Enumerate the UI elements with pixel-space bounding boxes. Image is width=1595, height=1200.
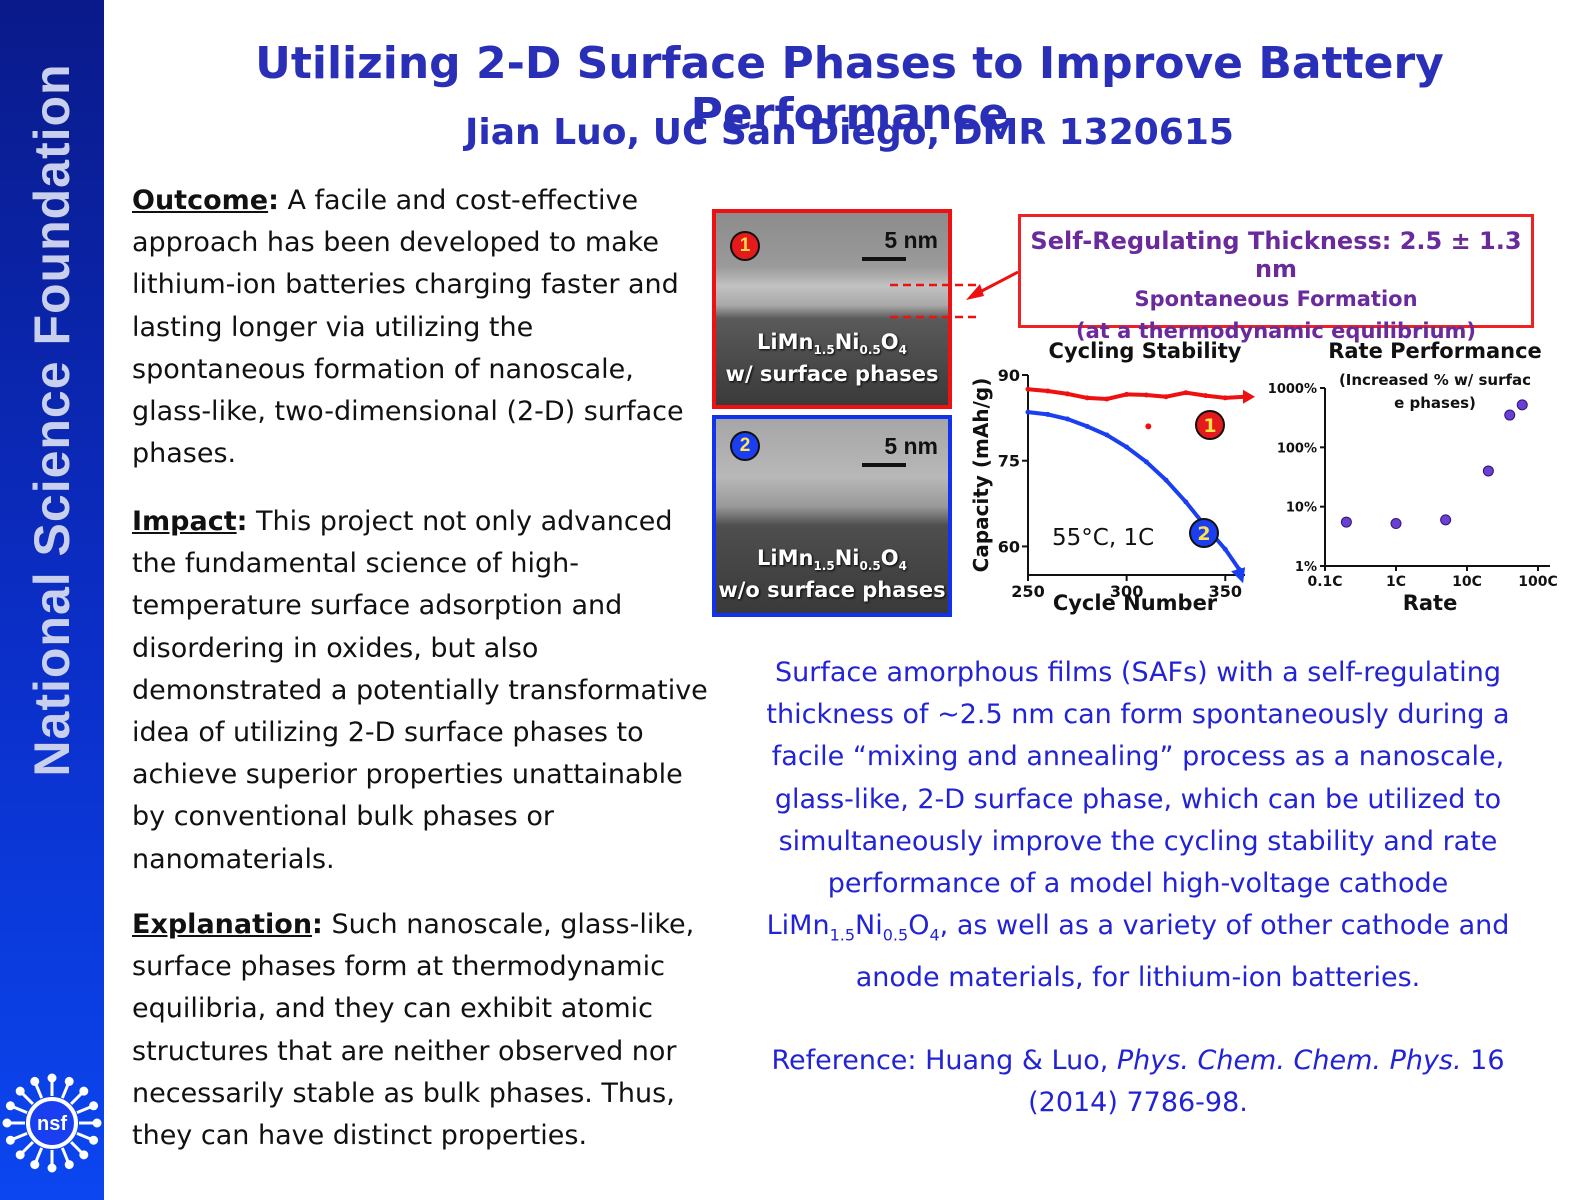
impact-paragraph: Impact: This project not only advanced t… [132,506,708,875]
page-title: Utilizing 2-D Surface Phases to Improve … [255,38,1444,140]
chart2-x-tick-label: 0.1C [1307,574,1342,590]
chart1-x-tick-label: 250 [1011,582,1044,601]
thickness-callout: Self-Regulating Thickness: 2.5 ± 1.3 nm … [1018,214,1534,343]
callout-title: Self-Regulating Thickness: 2.5 ± 1.3 nm [1030,227,1522,283]
chart1-series-1-line [1027,387,1246,402]
scale-label: 5 nm [884,433,938,459]
badge-1: 1 [730,231,760,261]
summary-text: Surface amorphous films (SAFs) with a se… [740,652,1536,999]
chart2-x-tick-label: 100C [1518,574,1558,590]
summary-part-2: , as well as a variety of other cathode … [855,910,1510,993]
chart1-series-1-point [1084,395,1090,401]
chart1-series-2-point [1025,409,1031,415]
impact-text: This project not only advanced the funda… [132,506,708,875]
outcome-heading: Outcome [132,185,269,216]
chart1-series-2-point [1163,477,1169,483]
chart1-y-tick-label: 75 [998,452,1020,471]
outcome-paragraph: Outcome: A facile and cost-effective app… [132,185,684,470]
chart2-y-tick-label: 100% [1277,441,1317,456]
chart1-series-2-point [1104,432,1110,438]
chart2-x-tick-label: 10C [1452,574,1482,590]
chart1-series-1-point [1222,395,1228,401]
chart1-outlier-point [1145,423,1152,430]
chart1-series-2-point [1124,444,1130,450]
chart1-series-2-arrow [1231,567,1246,584]
chart1-series-2-point [1183,499,1189,505]
chart1-series-1-point [1143,392,1149,398]
explanation-paragraph: Explanation: Such nanoscale, glass-like,… [132,909,695,1152]
explanation-heading: Explanation [132,909,313,940]
tem-caption: w/ surface phases [725,362,939,386]
tem-formula: LiMn1.5Ni0.5O4 [757,330,907,358]
nsf-logo-text: nsf [37,1113,67,1135]
tem-caption: w/o surface phases [718,578,946,602]
chart2-subtitle-line-1: (Increased % w/ surfac [1339,371,1531,389]
summary-formula: LiMn1.5Ni0.5O4 [766,910,940,945]
chart2-title: Rate Performance [1328,339,1542,363]
chart2-point [1390,518,1402,530]
sidebar: National Science Foundation nsf [0,0,104,1200]
outcome-text: A facile and cost-effective approach has… [132,185,684,470]
reference-suffix: 16 (2014) 7786-98. [1028,1045,1505,1118]
chart1-series-1-point [1064,391,1070,397]
badge-2: 2 [730,431,760,461]
chart2-y-tick-label: 1% [1295,560,1317,575]
impact-heading: Impact [132,506,237,537]
chart1-badge-2-circle [1189,518,1219,548]
page-subtitle: Jian Luo, UC San Diego, DMR 1320615 [465,112,1234,153]
chart2-y-tick-label: 10% [1286,501,1317,516]
nsf-logo-icon: nsf [2,1073,102,1173]
summary-part-1: Surface amorphous films (SAFs) with a se… [766,657,1510,900]
chart1-series-2-point [1064,416,1070,422]
reference: Reference: Huang & Luo, Phys. Chem. Chem… [740,1040,1536,1124]
chart2-x-tick-label: 1C [1386,574,1406,590]
reference-journal: Phys. Chem. Chem. Phys. [1116,1045,1462,1076]
scale-bar [862,257,906,261]
scale-label: 5 nm [884,227,938,253]
chart1-annotation: 55°C, 1C [1052,525,1154,551]
chart1-x-tick-label: 300 [1110,582,1143,601]
reference-prefix: Reference: Huang & Luo, [771,1045,1117,1076]
chart1-series-2-point [1045,411,1051,417]
chart1-series-1-point [1025,386,1031,392]
chart1-series-1-point [1104,396,1110,402]
callout-line-2: (at a thermodynamic equilibrium) [1075,319,1476,343]
chart2-point [1440,514,1452,526]
chart1-series-2-point [1084,423,1090,429]
chart1-title: Cycling Stability [1049,339,1242,363]
chart1-badge-2-label: 2 [1197,523,1210,545]
chart1-series-1-point [1045,388,1051,394]
chart2-point [1482,465,1494,477]
callout-line-1: Spontaneous Formation [1134,287,1418,311]
tem-formula: LiMn1.5Ni0.5O4 [757,546,907,574]
chart2-point [1340,516,1352,528]
scale-bar [862,463,906,467]
sidebar-label: National Science Foundation [24,63,80,777]
chart2-point [1504,409,1516,421]
chart2-subtitle-line-2: e phases) [1394,394,1476,412]
explanation-text: Such nanoscale, glass-like, surface phas… [132,909,695,1152]
chart1-badge-1-circle [1195,410,1225,440]
chart2-point [1516,399,1528,411]
chart1-y-label: Capacity (mAh/g) [969,378,993,573]
chart1-series-1-point [1163,394,1169,400]
chart1-x-tick-label: 350 [1209,582,1242,601]
chart1-series-2-point [1143,459,1149,465]
chart1-series-2-point [1222,546,1228,552]
tem-image-without-surface-phases: 2 5 nm LiMn1.5Ni0.5O4 w/o surface phases [712,415,952,617]
chart2-x-label: Rate [1403,591,1458,615]
chart2-y-tick-label: 1000% [1268,382,1317,397]
chart1-badge-1-label: 1 [1203,415,1216,437]
chart1-y-tick-label: 90 [998,366,1020,385]
tem-image-with-surface-phases: 1 5 nm LiMn1.5Ni0.5O4 w/ surface phases [712,209,952,409]
chart1-series-1-point [1183,390,1189,396]
chart1-series-1-point [1203,393,1209,399]
chart1-series-1-point [1124,391,1130,397]
callout-connector [890,270,1019,319]
chart1-y-tick-label: 60 [998,537,1020,556]
chart1-series-1-arrow [1243,389,1255,404]
chart1-x-label: Cycle Number [1053,591,1218,615]
